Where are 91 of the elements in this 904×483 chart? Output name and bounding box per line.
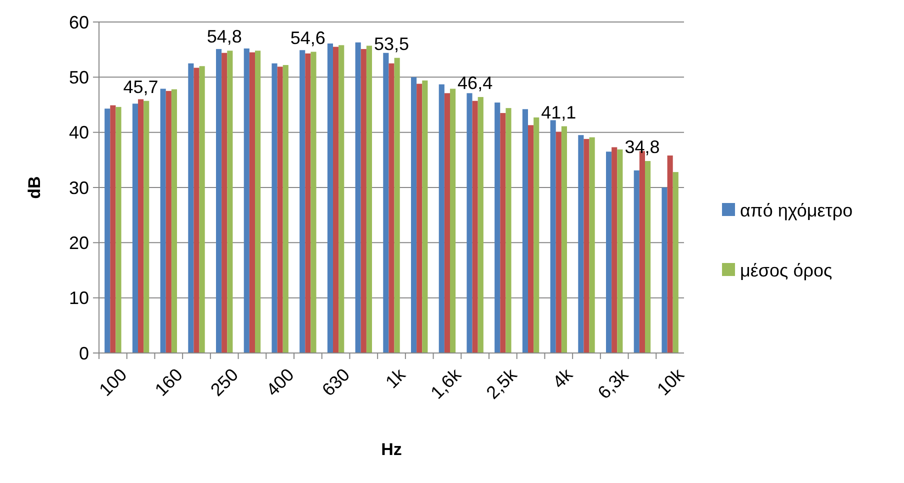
bar (188, 63, 194, 353)
bar (450, 88, 456, 353)
data-label: 34,8 (624, 137, 660, 158)
bar (584, 138, 590, 353)
bar (617, 149, 623, 353)
x-tick-label: 2,5k (482, 364, 522, 403)
bar (500, 113, 506, 353)
bar (249, 52, 255, 353)
data-label: 45,7 (123, 76, 158, 97)
bar (144, 100, 150, 353)
bar (355, 42, 361, 353)
y-tick-label: 60 (68, 12, 89, 32)
bar (472, 100, 478, 353)
bar (171, 89, 177, 353)
bar (561, 126, 567, 353)
x-tick-label: 4k (548, 364, 578, 392)
bar (104, 108, 110, 353)
bar (634, 170, 640, 353)
x-tick-label: 100 (95, 364, 131, 400)
bar (244, 48, 250, 353)
bar (222, 52, 228, 353)
bar (360, 49, 366, 353)
bar (466, 93, 472, 353)
y-tick-label: 50 (68, 67, 89, 88)
bar (528, 125, 534, 353)
bar (110, 105, 116, 353)
bar (138, 99, 144, 353)
bar (388, 63, 394, 353)
data-label: 46,4 (458, 73, 493, 94)
bar (216, 49, 222, 353)
bar (556, 132, 562, 353)
bar (578, 135, 584, 353)
y-tick-label: 0 (78, 343, 89, 364)
bar (589, 137, 595, 353)
y-tick-label: 30 (68, 178, 89, 198)
x-tick-label: 6,3k (594, 364, 633, 403)
bar (394, 58, 400, 353)
x-tick-label: 250 (206, 364, 242, 400)
x-tick-label: 400 (262, 364, 298, 400)
x-tick-label: 1k (382, 364, 410, 392)
bar (132, 104, 138, 353)
bar (366, 46, 372, 353)
bar (272, 63, 278, 353)
bar (194, 68, 200, 353)
y-tick-label: 40 (68, 122, 89, 143)
bar (166, 90, 172, 353)
y-tick-label: 20 (68, 232, 89, 253)
data-label: 53,5 (374, 34, 410, 54)
bar (438, 84, 444, 353)
bar (305, 53, 311, 353)
bar (310, 52, 316, 353)
bar (478, 97, 484, 353)
data-label: 41,1 (541, 102, 576, 122)
bar (255, 50, 261, 353)
bar (199, 66, 205, 353)
bar (333, 46, 339, 353)
bar (672, 172, 678, 353)
legend-label: από ηχόμετρο (740, 200, 853, 220)
bar (444, 93, 450, 353)
x-tick-label: 10k (653, 364, 689, 400)
bar (662, 188, 668, 353)
bar (422, 80, 428, 353)
bar (494, 102, 500, 353)
bar (160, 88, 166, 353)
bar (534, 117, 540, 353)
bar (327, 44, 333, 353)
bar (667, 156, 673, 353)
bar (282, 65, 288, 353)
bar (612, 147, 618, 353)
bar (506, 108, 512, 353)
bar (277, 66, 283, 353)
data-label: 54,8 (206, 26, 242, 47)
x-tick-label: 1,6k (426, 364, 466, 403)
x-tick-label: 630 (318, 364, 354, 400)
bar (645, 161, 651, 353)
bar (383, 52, 389, 353)
bar (411, 77, 417, 353)
x-tick-label: 160 (150, 364, 186, 400)
bar (227, 50, 233, 353)
bar (338, 45, 344, 353)
y-tick-label: 10 (68, 288, 89, 308)
bar (522, 109, 528, 353)
bar (116, 106, 122, 353)
y-axis-title: dB (25, 176, 44, 199)
x-axis-title: Hz (381, 440, 402, 459)
bar (416, 84, 422, 353)
bar (300, 50, 306, 353)
data-label: 54,6 (290, 28, 326, 48)
bar (550, 120, 556, 353)
legend-label: μέσος όρος (740, 260, 832, 280)
bar (606, 152, 612, 353)
